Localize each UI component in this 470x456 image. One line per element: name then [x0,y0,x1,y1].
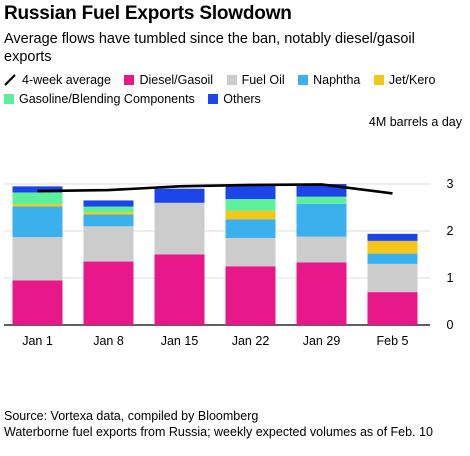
chart-plot: 0 1 2 3 Jan 1 Jan 8 Jan 15 Jan 22 Jan 29 Feb 5 [4,177,454,348]
swatch-icon [4,94,14,104]
bar-segment-diesel-gasoil [296,262,347,325]
chart-legend: 4-week average Diesel/Gasoil Fuel Oil Na… [4,71,470,109]
bar-segment-jet-kero [12,204,63,207]
chart-subtitle: Average flows have tumbled since the ban… [4,31,415,65]
bar-segment-diesel-gasoil [225,266,276,325]
legend-label: Diesel/Gasoil [139,73,214,87]
swatch-icon [298,75,309,85]
bar-segment-fuel-oil [83,226,134,262]
bar-segment-jet-kero [225,210,276,220]
bar-segment-others [154,188,205,203]
legend-item-jet-kero: Jet/Kero [373,71,436,90]
legend-label: Naphtha [313,73,361,87]
swatch-icon [226,75,237,85]
x-tick-label: Jan 29 [303,334,341,348]
chart-footer: Source: Vortexa data, compiled by Bloomb… [4,408,433,440]
legend-item-gasoline: Gasoline/Blending Components [4,90,195,109]
bar-segment-others [12,186,63,193]
legend-label: Others [223,92,261,106]
bar-segment-naphtha [12,206,63,238]
legend-label: Fuel Oil [241,73,285,87]
bar-segment-jet-kero [83,212,134,215]
x-tick-label: Feb 5 [377,334,409,348]
swatch-icon [124,75,135,85]
bar-segment-diesel-gasoil [83,261,134,325]
bar-segment-jet-kero [367,240,418,254]
average-line [37,183,393,195]
bar-segment-others [225,184,276,200]
y-tick-label: 3 [447,177,454,191]
line-swatch-icon [4,74,16,86]
x-tick-label: Jan 1 [22,334,53,348]
x-tick-label: Jan 15 [161,334,199,348]
bar-segment-fuel-oil [225,238,276,267]
x-tick-label: Jan 8 [93,334,124,348]
legend-item-diesel-gasoil: Diesel/Gasoil [124,71,213,90]
bar-segment-gasoline-blending-components [12,192,63,205]
bar-segment-fuel-oil [367,263,418,293]
bar-segment-others [83,200,134,207]
y-tick-label: 0 [447,318,454,332]
legend-label: Jet/Kero [388,73,436,87]
footnote: Waterborne fuel exports from Russia; wee… [4,425,433,439]
bar-segment-others [367,233,418,241]
y-tick-label: 1 [447,271,454,285]
bar-segment-diesel-gasoil [367,292,418,325]
y-tick-label: 2 [447,224,454,238]
bar-segment-fuel-oil [296,236,347,263]
legend-label: 4-week average [22,73,111,87]
bar-segment-gasoline-blending-components [225,199,276,211]
legend-item-fuel-oil: Fuel Oil [226,71,285,90]
bar-segment-gasoline-blending-components [83,206,134,213]
bar-segment-diesel-gasoil [154,254,205,325]
legend-label: Gasoline/Blending Components [19,92,195,106]
swatch-icon [208,94,219,104]
legend-item-naphtha: Naphtha [298,71,360,90]
source-note: Source: Vortexa data, compiled by Bloomb… [4,409,259,423]
bar-segment-naphtha [225,219,276,239]
bar-segment-gasoline-blending-components [296,196,347,204]
x-tick-label: Jan 22 [232,334,270,348]
bar-segment-fuel-oil [154,202,205,255]
bar-segment-naphtha [83,214,134,227]
legend-item-others: Others [208,90,261,109]
y-axis-unit-label: 4M barrels a day [368,115,462,129]
bar-segment-naphtha [367,253,418,264]
bar-segment-diesel-gasoil [12,280,63,325]
chart-title: Russian Fuel Exports Slowdown [4,3,292,24]
bar-segment-naphtha [296,203,347,237]
swatch-icon [373,75,384,85]
bar-segment-fuel-oil [12,237,63,281]
legend-item-4-week-average: 4-week average [4,71,111,90]
